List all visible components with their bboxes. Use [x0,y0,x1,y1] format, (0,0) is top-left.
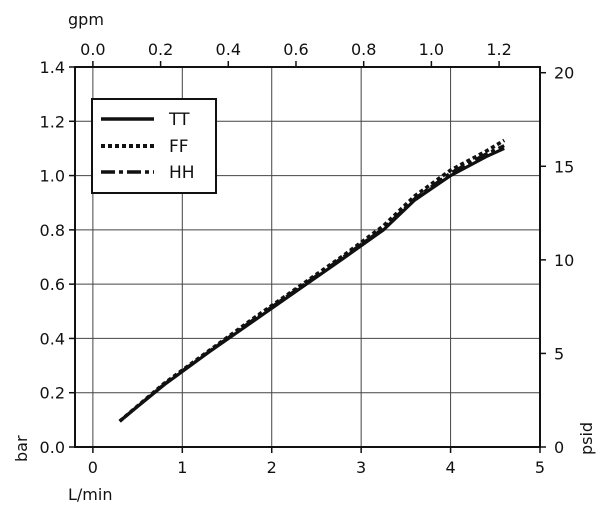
y-right-tick-label: 0 [554,438,564,457]
x-axis-bottom-label: L/min [68,485,112,504]
x-top-tick-label: 0.0 [80,40,105,59]
y-left-tick-label: 0.8 [40,221,65,240]
x-top-tick-label: 0.4 [216,40,241,59]
y-left-tick-label: 1.4 [40,58,65,77]
y-right-tick-label: 10 [554,251,574,270]
tick-labels: 0 1 2 3 4 5 0.0 0.2 0.4 0.6 0.8 1.0 1.2 1.4 0.0 0.2 0.4 0… [40,40,575,477]
x-bottom-tick-label: 1 [177,458,187,477]
x-top-tick-label: 0.2 [148,40,173,59]
legend-label-hh: HH [169,163,195,183]
x-bottom-tick-label: 0 [88,458,98,477]
x-top-tick-label: 1.2 [486,40,511,59]
x-bottom-tick-label: 5 [535,458,545,477]
y-right-tick-label: 5 [554,344,564,363]
y-axis-right-label: psid [577,422,596,455]
series-lines [118,138,506,423]
legend-box [91,98,217,194]
y-right-tick-label: 20 [554,64,574,83]
x-bottom-tick-label: 3 [356,458,366,477]
x-top-tick-label: 0.8 [351,40,376,59]
y-left-tick-label: 1.2 [40,112,65,131]
series-line-hh [118,144,505,423]
y-left-tick-label: 0.0 [40,438,65,457]
legend: TT FF HH [91,98,217,194]
x-top-tick-label: 1.0 [419,40,444,59]
x-bottom-tick-label: 4 [445,458,455,477]
tick-marks [69,61,546,453]
y-left-tick-label: 0.2 [40,384,65,403]
legend-label-ff: FF [169,137,189,157]
y-right-tick-label: 15 [554,157,574,176]
plot-frame [74,66,541,448]
y-left-tick-label: 1.0 [40,167,65,186]
x-axis-top-label: gpm [68,10,104,29]
x-top-tick-label: 0.6 [283,40,308,59]
y-left-tick-label: 0.4 [40,329,65,348]
y-axis-left-label: bar [12,435,31,462]
y-left-tick-label: 0.6 [40,275,65,294]
legend-label-tt: TT [168,110,190,130]
series-line-ff [118,138,506,423]
x-bottom-tick-label: 2 [267,458,277,477]
